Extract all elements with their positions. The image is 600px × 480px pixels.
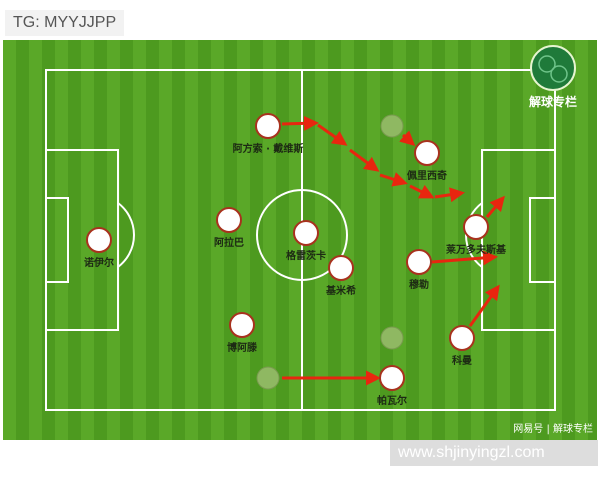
- player-marker: [216, 207, 242, 233]
- grass-stripe: [29, 40, 42, 440]
- player-name: 穆勒: [409, 278, 429, 291]
- grass-stripe: [3, 40, 16, 440]
- grass-stripe: [315, 40, 328, 440]
- grass-stripe: [133, 40, 146, 440]
- previous-position-marker: [380, 114, 404, 138]
- player: 帕瓦尔: [377, 365, 407, 407]
- player: 诺伊尔: [84, 227, 114, 269]
- grass-stripe: [263, 40, 276, 440]
- grass-stripe: [55, 40, 68, 440]
- player: 穆勒: [406, 249, 432, 291]
- movement-arrow: [434, 187, 465, 203]
- movement-arrow: [468, 284, 500, 327]
- player-marker: [229, 312, 255, 338]
- logo: 解球专栏: [529, 45, 577, 109]
- movement-arrow: [409, 184, 435, 199]
- movement-arrow: [349, 148, 380, 172]
- player-marker: [379, 365, 405, 391]
- player-marker: [449, 325, 475, 351]
- player-marker: [255, 113, 281, 139]
- player-name: 博阿滕: [227, 341, 258, 354]
- watermark-url: www.shjinyingzl.com: [390, 440, 598, 466]
- grass-stripe: [497, 40, 510, 440]
- movement-arrow: [281, 115, 319, 131]
- player: 基米希: [325, 255, 356, 297]
- player-marker: [463, 214, 489, 240]
- player-marker: [328, 255, 354, 281]
- player: 博阿滕: [227, 312, 258, 354]
- player: 阿拉巴: [214, 207, 244, 249]
- movement-arrow: [379, 172, 408, 187]
- player: 科曼: [449, 325, 475, 367]
- player-name: 阿拉巴: [214, 236, 244, 249]
- player-name: 格雷茨卡: [286, 249, 326, 262]
- grass-stripe: [445, 40, 458, 440]
- grass-stripe: [159, 40, 172, 440]
- player-marker: [406, 249, 432, 275]
- credit: 网易号 | 解球专栏: [513, 422, 593, 435]
- player-marker: [414, 140, 440, 166]
- grass-stripe: [185, 40, 198, 440]
- logo-text: 解球专栏: [529, 94, 577, 109]
- grass-stripe: [107, 40, 120, 440]
- previous-position-marker: [256, 366, 280, 390]
- grass-stripe: [211, 40, 224, 440]
- player-name: 诺伊尔: [84, 256, 114, 269]
- player-name: 帕瓦尔: [377, 394, 407, 407]
- player-name: 阿方索 · 戴维斯: [233, 142, 304, 155]
- player-name: 莱万多夫斯基: [446, 243, 507, 256]
- movement-arrow: [431, 250, 498, 266]
- movement-arrow: [485, 195, 505, 218]
- player-marker: [86, 227, 112, 253]
- grass-stripe: [419, 40, 432, 440]
- grass-stripe: [367, 40, 380, 440]
- movement-arrows: [281, 115, 505, 386]
- player: 阿方索 · 戴维斯: [233, 113, 304, 155]
- movement-arrow: [399, 130, 416, 147]
- player: 格雷茨卡: [286, 220, 326, 262]
- grass-stripe: [575, 40, 588, 440]
- player: 莱万多夫斯基: [446, 214, 507, 256]
- player-name: 科曼: [452, 354, 472, 367]
- player-marker: [293, 220, 319, 246]
- player-name: 基米希: [325, 284, 356, 297]
- watermark-top: TG: MYYJJPP: [5, 10, 125, 36]
- previous-position-marker: [380, 326, 404, 350]
- grass-stripe: [237, 40, 250, 440]
- movement-arrow: [317, 123, 348, 146]
- player: 佩里西奇: [407, 140, 447, 182]
- player-name: 佩里西奇: [407, 169, 447, 182]
